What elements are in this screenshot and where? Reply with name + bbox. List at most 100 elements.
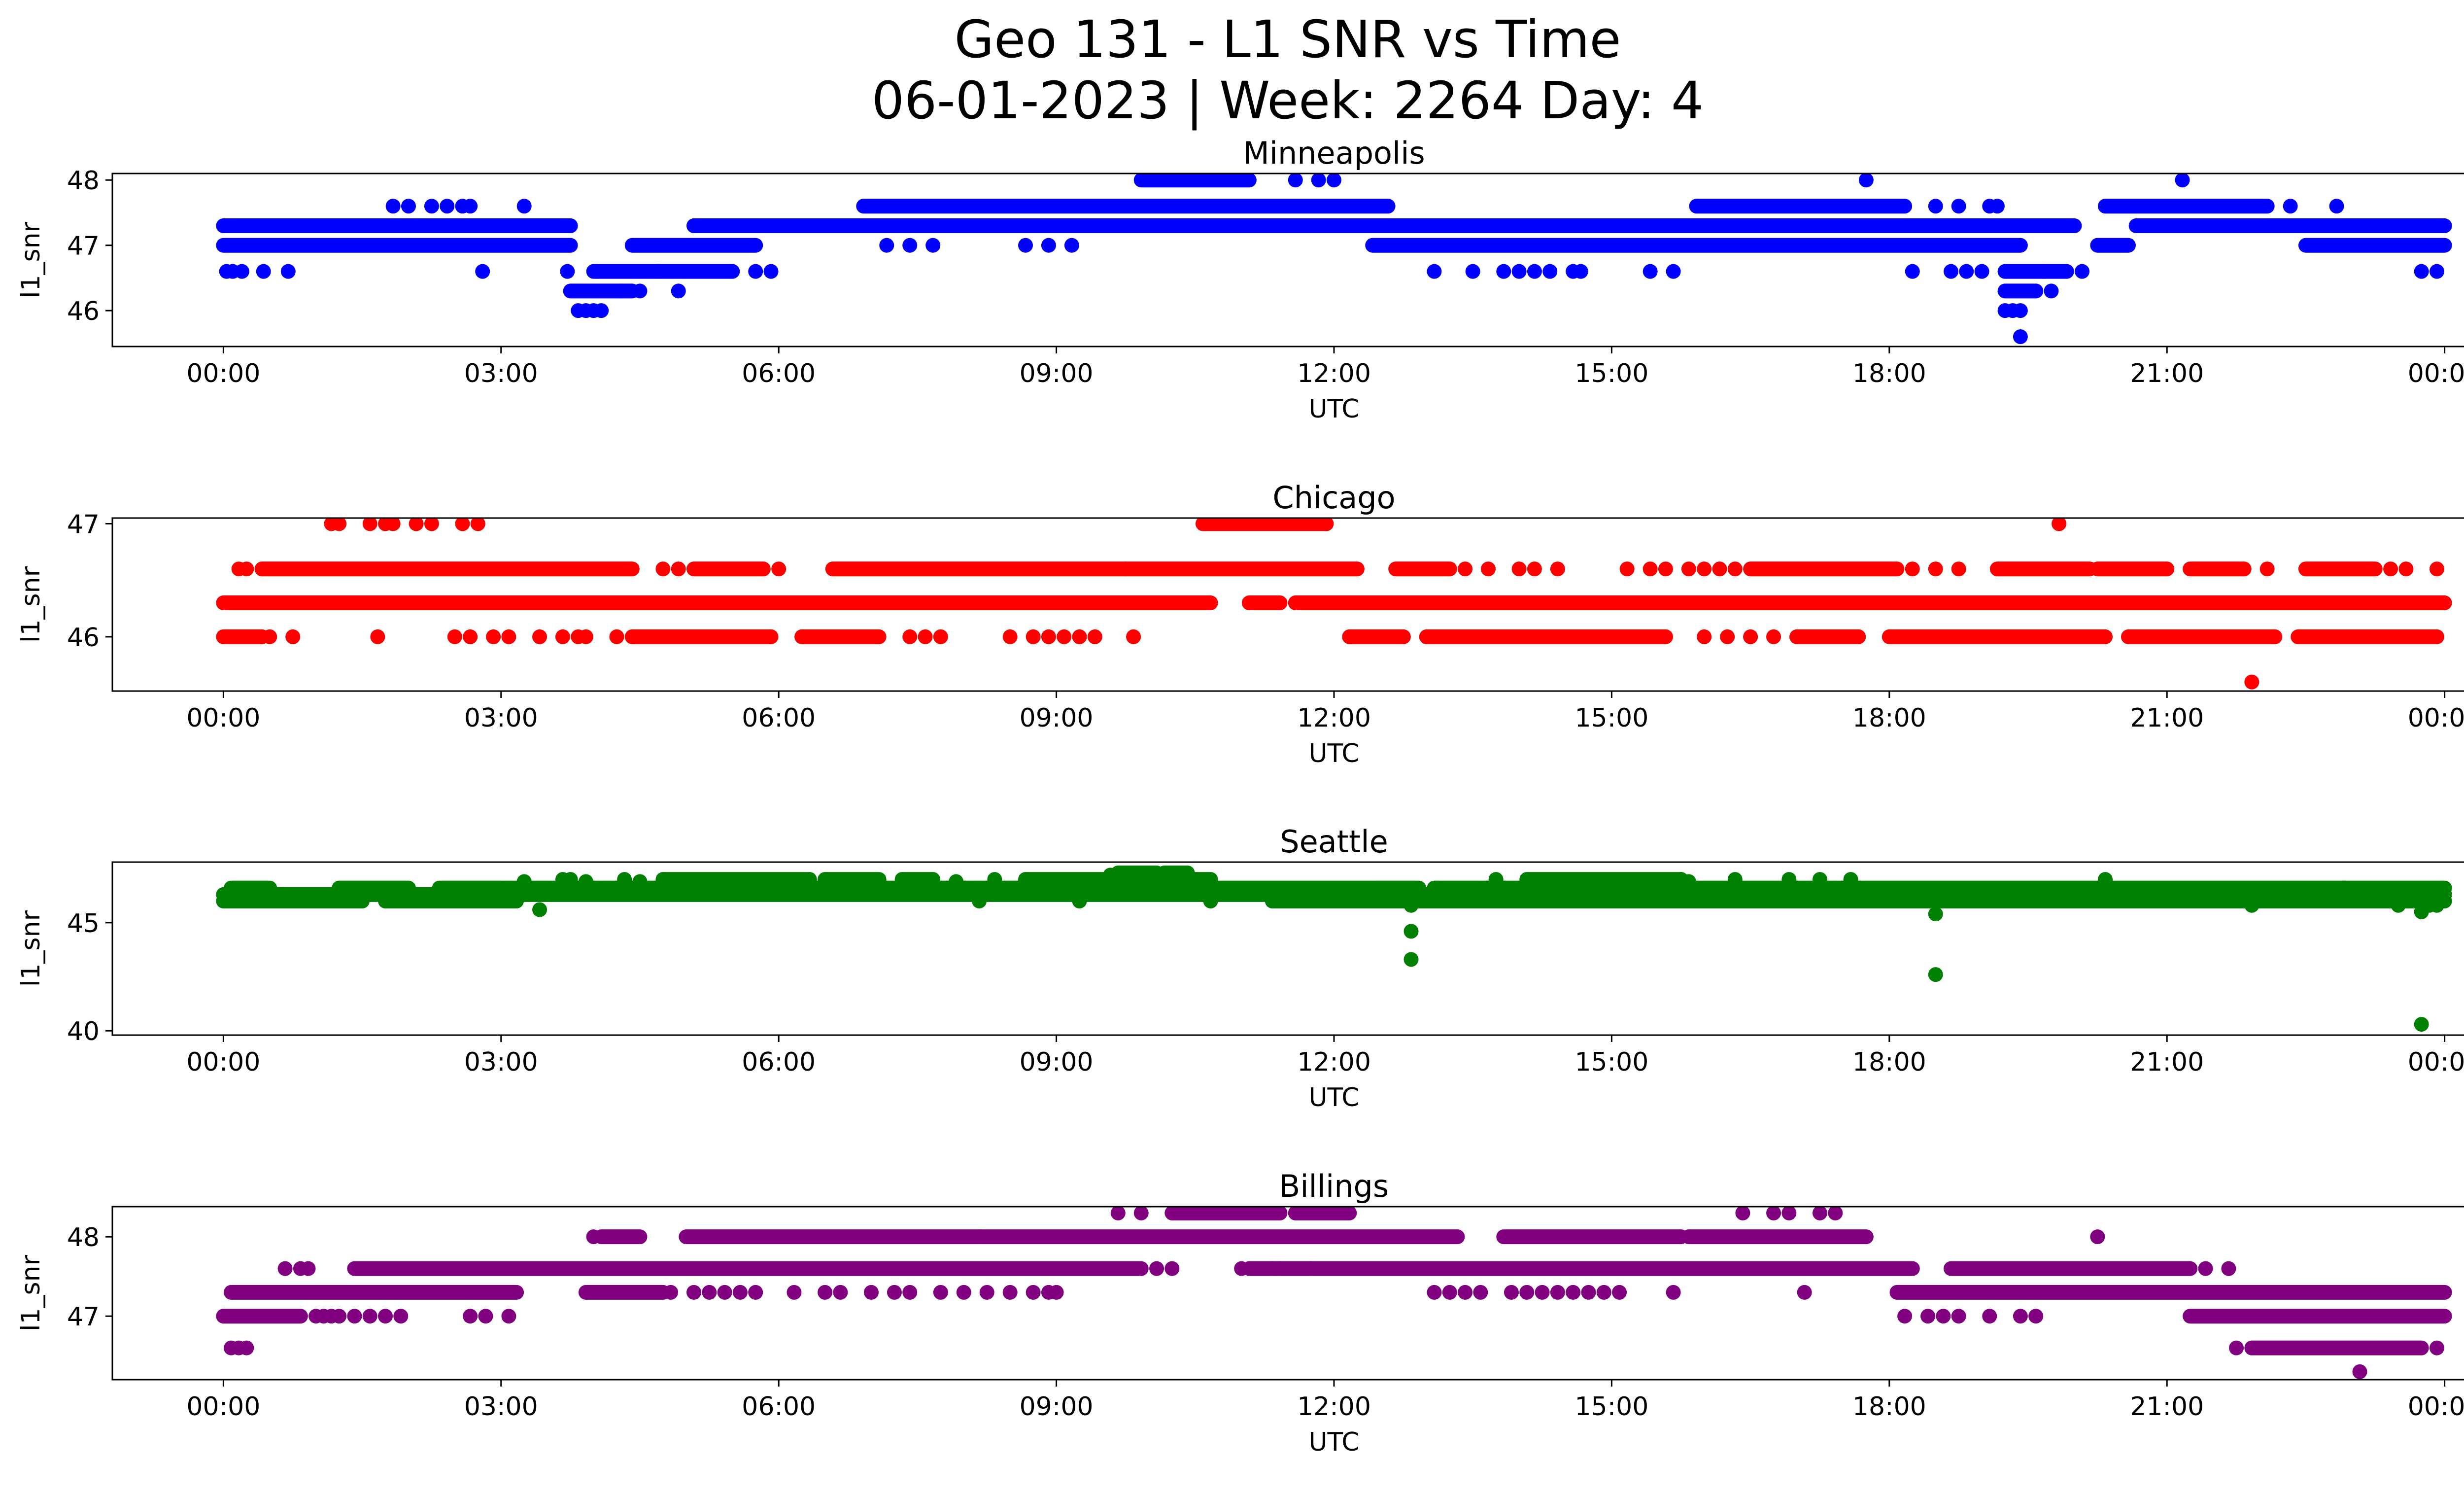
data-point	[863, 1285, 879, 1300]
data-point	[2229, 1340, 2244, 1356]
data-point	[748, 1285, 763, 1300]
series-chicago	[216, 518, 2452, 690]
data-point	[1172, 865, 1187, 880]
data-point	[771, 561, 787, 577]
data-point	[1272, 1261, 1288, 1276]
data-point	[732, 1285, 748, 1300]
data-point	[1727, 872, 1743, 887]
data-point	[2375, 883, 2391, 898]
data-point	[1458, 1285, 1473, 1300]
data-point	[1727, 561, 1743, 577]
y-tick-label: 46	[67, 623, 100, 653]
data-point	[1041, 629, 1056, 644]
data-point	[532, 629, 548, 644]
data-point	[1072, 629, 1087, 644]
data-point	[2098, 872, 2113, 887]
data-point	[516, 199, 532, 214]
data-point	[332, 518, 347, 531]
x-tick-label: 00:00	[186, 359, 260, 388]
data-point	[280, 264, 296, 279]
series-minneapolis	[216, 174, 2452, 345]
data-point	[2422, 891, 2437, 906]
data-point	[2221, 893, 2236, 908]
data-point	[447, 629, 462, 644]
data-point	[1511, 264, 1527, 279]
data-point	[2013, 1309, 2028, 1324]
data-point	[370, 629, 385, 644]
x-tick-label: 15:00	[1574, 1392, 1648, 1422]
data-point	[2090, 1229, 2105, 1245]
data-point	[787, 1285, 802, 1300]
data-point	[2244, 674, 2259, 690]
data-point	[1057, 629, 1072, 644]
data-point	[617, 872, 632, 887]
x-tick-label: 00:00	[2408, 359, 2464, 388]
data-point	[1550, 876, 1565, 891]
data-point	[1712, 561, 1727, 577]
data-point	[1550, 561, 1565, 577]
data-point	[1612, 1285, 1627, 1300]
data-point	[1311, 174, 1326, 188]
data-point	[1303, 1261, 1319, 1276]
data-point	[902, 1285, 918, 1300]
data-point	[1442, 1285, 1457, 1300]
data-point	[1666, 264, 1681, 279]
data-point	[1920, 1309, 1936, 1324]
data-point	[401, 199, 416, 214]
data-point	[1234, 1261, 1249, 1276]
data-point	[393, 1309, 409, 1324]
panel-title: Seattle	[1280, 824, 1388, 860]
data-point	[1002, 1285, 1018, 1300]
x-tick-label: 00:00	[2408, 1047, 2464, 1077]
data-point	[2175, 174, 2190, 188]
data-point	[1442, 893, 1457, 908]
data-point	[651, 264, 666, 279]
data-point	[1928, 967, 1943, 982]
data-point	[1110, 1207, 1126, 1220]
data-point	[933, 629, 948, 644]
data-point	[1288, 174, 1303, 188]
x-tick-label: 18:00	[1852, 703, 1926, 733]
x-tick-label: 15:00	[1574, 1047, 1648, 1077]
data-point	[2398, 561, 2414, 577]
data-point	[1542, 264, 1558, 279]
data-point	[424, 518, 439, 531]
data-point	[1951, 561, 1966, 577]
data-point	[2414, 1017, 2429, 1032]
data-point	[277, 1261, 293, 1276]
data-point	[2337, 880, 2352, 896]
data-point	[1812, 872, 1827, 887]
data-point	[239, 561, 254, 577]
data-point	[578, 629, 593, 644]
data-point	[1481, 561, 1496, 577]
data-point	[362, 518, 377, 531]
data-point	[979, 1285, 994, 1300]
data-point	[1681, 874, 1696, 889]
data-point	[2013, 329, 2028, 345]
data-point	[1133, 1207, 1149, 1220]
x-tick-label: 18:00	[1852, 359, 1926, 388]
figure-title-line-1: Geo 131 - L1 SNR vs Time	[954, 9, 1621, 70]
data-point	[2414, 264, 2429, 279]
data-point	[478, 1309, 493, 1324]
data-point	[1974, 264, 1989, 279]
data-point	[2352, 1364, 2367, 1379]
data-point	[501, 1309, 516, 1324]
data-point	[463, 199, 478, 214]
y-tick-label: 47	[67, 232, 100, 261]
data-point	[256, 264, 271, 279]
data-point	[1427, 264, 1442, 279]
y-tick-label: 40	[67, 1017, 100, 1046]
y-tick-label: 47	[67, 510, 100, 539]
series-seattle	[216, 865, 2452, 1032]
panel-title: Minneapolis	[1243, 135, 1425, 171]
data-point	[1566, 1285, 1581, 1300]
data-point	[347, 1309, 362, 1324]
data-point	[1427, 1285, 1442, 1300]
data-point	[1064, 238, 1079, 253]
data-point	[1596, 1285, 1611, 1300]
x-tick-label: 09:00	[1020, 703, 1094, 733]
data-point	[1411, 893, 1427, 908]
data-point	[532, 902, 548, 917]
data-point	[1149, 1261, 1164, 1276]
